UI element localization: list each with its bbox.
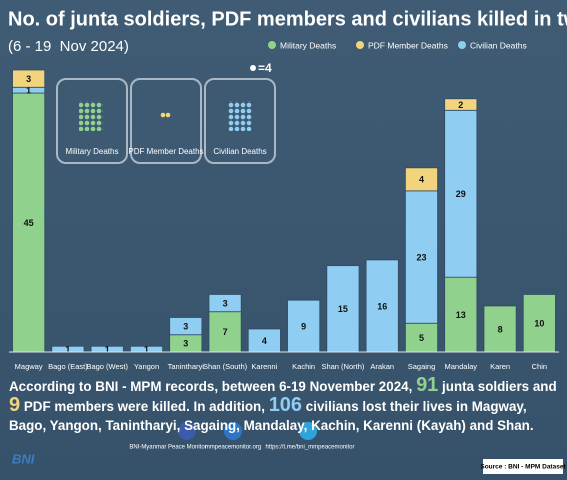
value-label: 3 bbox=[183, 321, 188, 331]
icon-dots bbox=[160, 112, 166, 118]
summary-number: 91 bbox=[416, 374, 439, 396]
summary-text: junta soldiers and bbox=[442, 379, 557, 394]
x-tick-label: Shan (South) bbox=[203, 362, 248, 371]
legend-swatch bbox=[458, 41, 466, 49]
icon-dots bbox=[165, 112, 171, 118]
org-name: BNI-Myanmar Peace Monitor bbox=[129, 445, 206, 451]
bar-segment bbox=[444, 276, 478, 353]
value-label: 4 bbox=[419, 175, 424, 185]
value-label: 3 bbox=[26, 74, 31, 84]
x-tick-label: Magway bbox=[15, 362, 43, 371]
value-label: 10 bbox=[534, 319, 544, 329]
footer: BNI BNI-Myanmar Peace Monitor mmpeacemon… bbox=[12, 422, 566, 474]
bar-segment bbox=[483, 305, 517, 353]
telegram-icon bbox=[299, 422, 317, 440]
x-tick-label: Bago (East) bbox=[48, 362, 88, 371]
icon-dots bbox=[79, 101, 103, 131]
web-icon bbox=[224, 422, 242, 440]
telegram: https://t.me/bni_mmpeacemonitor bbox=[265, 445, 354, 451]
legend-swatch bbox=[268, 41, 276, 49]
value-label: 5 bbox=[419, 333, 424, 343]
bar-segment bbox=[444, 109, 478, 278]
icon-label: PDF Member Deaths bbox=[128, 147, 203, 156]
summary-text: According to BNI - MPM records, between … bbox=[9, 379, 413, 394]
facebook-icon bbox=[178, 422, 196, 440]
value-label: 29 bbox=[456, 189, 466, 199]
summary-text: civilians lost their lives in Magway, Ba… bbox=[9, 399, 534, 433]
summary: According to BNI - MPM records, between … bbox=[9, 374, 561, 435]
source: Source : BNI - MPM Dataset bbox=[480, 464, 566, 471]
value-label: 1 bbox=[65, 344, 70, 354]
website: mmpeacemonitor.org bbox=[205, 445, 261, 451]
key-label: =4 bbox=[258, 61, 272, 75]
value-label: 13 bbox=[456, 310, 466, 320]
legend-label: PDF Member Deaths bbox=[368, 40, 448, 50]
value-label: 3 bbox=[223, 298, 228, 308]
title: No. of junta soldiers, PDF members and c… bbox=[8, 8, 567, 30]
icon-boxes: Military Deaths PDF Member Deaths Civili… bbox=[56, 78, 276, 164]
summary-number: 106 bbox=[268, 394, 303, 416]
value-label: 1 bbox=[144, 344, 149, 354]
value-label: 9 bbox=[301, 321, 306, 331]
legend-swatch bbox=[356, 41, 364, 49]
source-box bbox=[483, 459, 563, 474]
x-tick-label: Chin bbox=[532, 362, 547, 371]
x-tick-label: Sagaing bbox=[408, 362, 436, 371]
bar-segment bbox=[169, 317, 203, 336]
bar-segment bbox=[404, 167, 439, 192]
value-label: 8 bbox=[498, 324, 503, 334]
legend-label: Military Deaths bbox=[280, 40, 336, 50]
x-tick-label: Mandalay bbox=[445, 362, 478, 371]
value-label: 23 bbox=[416, 252, 426, 262]
icon-label: Military Deaths bbox=[66, 147, 119, 156]
x-tick-label: Karen bbox=[490, 362, 510, 371]
value-label: 16 bbox=[377, 301, 387, 311]
key-dot bbox=[250, 65, 256, 71]
bar-segment bbox=[404, 322, 439, 353]
bar-segment bbox=[208, 294, 242, 313]
value-label: 1 bbox=[105, 344, 110, 354]
bar-segment bbox=[522, 294, 556, 353]
x-tick-label: Arakan bbox=[370, 362, 394, 371]
bar-segment bbox=[365, 259, 399, 353]
summary-number: 9 bbox=[9, 394, 21, 416]
icon-label: Civilian Deaths bbox=[213, 147, 266, 156]
x-tick-label: Yangon bbox=[134, 362, 159, 371]
value-label: 3 bbox=[183, 339, 188, 349]
x-tick-label: Bago (West) bbox=[86, 362, 128, 371]
bar-segment bbox=[12, 69, 46, 88]
bar-segment bbox=[326, 265, 360, 353]
summary-text: PDF members were killed. In addition, bbox=[23, 399, 265, 414]
x-tick-label: Kachin bbox=[292, 362, 315, 371]
logo: BNI bbox=[12, 451, 35, 466]
x-tick-label: Shan (North) bbox=[321, 362, 364, 371]
bar-segment bbox=[404, 190, 439, 324]
value-label: 2 bbox=[458, 100, 463, 110]
legend-label: Civilian Deaths bbox=[470, 40, 527, 50]
subtitle: (6 - 19 Nov 2024) bbox=[8, 38, 129, 55]
x-tick-label: Karenni bbox=[251, 362, 277, 371]
bar-segment bbox=[444, 98, 478, 111]
icon-box bbox=[130, 78, 202, 164]
x-tick-label: Tanintharyi bbox=[168, 362, 205, 371]
value-label: 4 bbox=[262, 336, 267, 346]
value-label: 15 bbox=[338, 304, 348, 314]
bar-segment bbox=[287, 299, 321, 353]
value-label: 45 bbox=[24, 218, 34, 228]
value-label: 1 bbox=[26, 86, 31, 96]
value-label: 7 bbox=[223, 327, 228, 337]
icon-dots bbox=[228, 101, 252, 131]
